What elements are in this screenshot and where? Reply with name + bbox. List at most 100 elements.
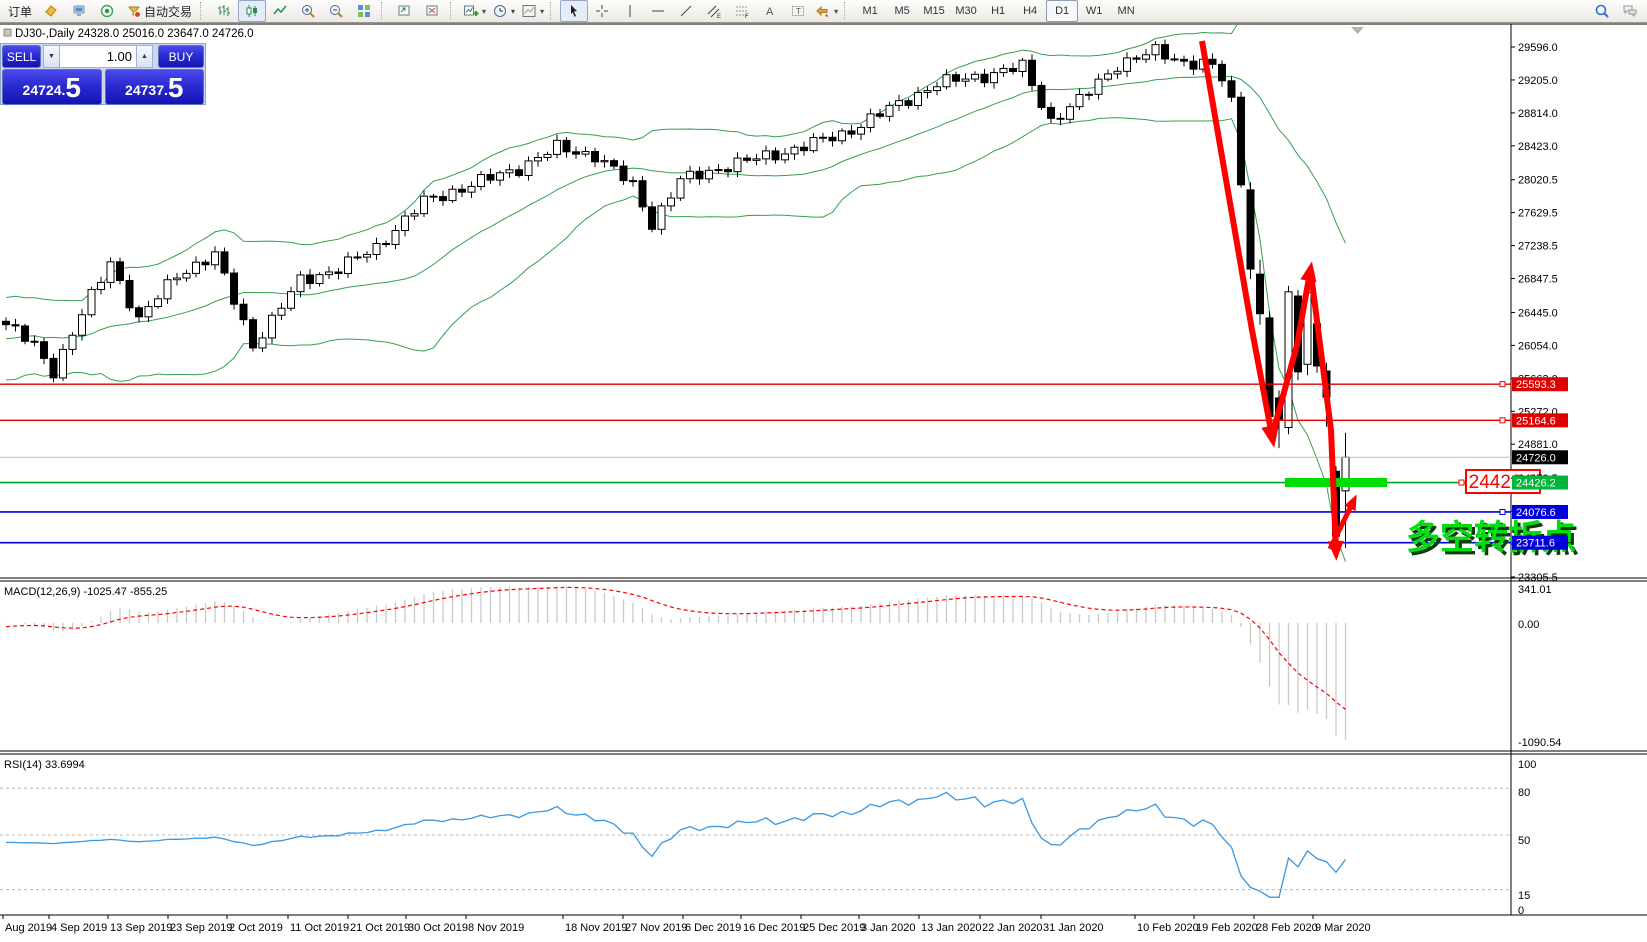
price-chip-25593.3[interactable]: 25593.3 bbox=[1512, 377, 1568, 392]
price-chip-24426.2[interactable]: 24426.2 bbox=[1512, 475, 1568, 490]
bull-candle bbox=[990, 72, 998, 84]
bull-candle bbox=[154, 298, 162, 308]
bear-candle bbox=[201, 261, 210, 266]
sell-price-main: 24724. bbox=[22, 82, 66, 98]
timeframe-h4-button[interactable]: H4 bbox=[1023, 5, 1038, 17]
timeframe-m1-button[interactable]: M1 bbox=[862, 5, 878, 17]
bar-chart-mode-button[interactable] bbox=[210, 0, 238, 22]
new-order-button[interactable]: 订单 bbox=[3, 0, 37, 22]
timeframe-m5-button[interactable]: M5 bbox=[894, 5, 910, 17]
autotrading-button[interactable]: 自动交易 bbox=[121, 0, 197, 22]
channel-tool-button[interactable]: E bbox=[700, 0, 728, 22]
timeframe-mn-button[interactable]: MN bbox=[1117, 5, 1135, 17]
chat-button[interactable] bbox=[1616, 0, 1644, 22]
toolbar-separator bbox=[550, 2, 557, 20]
timeframe-toolbar: M1 M5 M15 M30 H1 H4 D1 W1 MN bbox=[854, 0, 1142, 22]
scroll-marker-icon[interactable] bbox=[1351, 27, 1364, 34]
bull-candle bbox=[752, 158, 761, 161]
bull-candle bbox=[78, 314, 86, 336]
buy-button[interactable]: BUY bbox=[158, 45, 204, 68]
text-label-tool-button[interactable]: T bbox=[784, 0, 812, 22]
macd-histogram bbox=[5, 585, 1347, 740]
rsi-line bbox=[5, 791, 1347, 898]
search-button[interactable] bbox=[1588, 0, 1616, 22]
price-tick-label: 28814.0 bbox=[1518, 108, 1558, 120]
tile-windows-button[interactable] bbox=[350, 0, 378, 22]
svg-text:25164.6: 25164.6 bbox=[1516, 415, 1556, 427]
chevron-down-icon: ▾ bbox=[511, 6, 516, 16]
fibonacci-tool-button[interactable]: F bbox=[728, 0, 756, 22]
shapes-tool-button[interactable]: ▾ bbox=[812, 0, 841, 22]
volume-input[interactable] bbox=[60, 45, 136, 68]
svg-text:25593.3: 25593.3 bbox=[1516, 379, 1556, 391]
bull-candle bbox=[344, 256, 352, 275]
price-chip-25164.6[interactable]: 25164.6 bbox=[1512, 413, 1568, 428]
chat-bubbles-icon bbox=[1623, 5, 1637, 18]
line-handle[interactable] bbox=[1499, 417, 1506, 424]
bear-candle bbox=[515, 169, 523, 177]
bear-candle bbox=[1246, 189, 1255, 270]
fibonacci-icon: F bbox=[736, 6, 749, 19]
bear-candle bbox=[40, 341, 48, 359]
trendline-tool-button[interactable] bbox=[672, 0, 700, 22]
auto-arrange-button[interactable] bbox=[391, 0, 419, 22]
bear-candle bbox=[1256, 273, 1264, 315]
price-tick-label: 23305.5 bbox=[1518, 572, 1558, 584]
volume-decrease-button[interactable]: ▼ bbox=[43, 45, 60, 68]
bull-candle bbox=[97, 281, 105, 291]
search-icon bbox=[1595, 4, 1609, 18]
vertical-line-tool-button[interactable] bbox=[616, 0, 644, 22]
panel-labels: DJ30-,Daily 24328.0 25016.0 23647.0 2472… bbox=[3, 28, 254, 771]
candlestick-mode-button[interactable] bbox=[238, 0, 267, 22]
bear-candle bbox=[1056, 117, 1065, 120]
line-chart-mode-button[interactable] bbox=[266, 0, 294, 22]
virtual-hosting-button[interactable] bbox=[65, 0, 93, 22]
price-chip-23711.6[interactable]: 23711.6 bbox=[1512, 535, 1568, 550]
crosshair-tool-button[interactable] bbox=[588, 0, 616, 22]
timeframe-m15-button[interactable]: M15 bbox=[923, 5, 945, 17]
date-tick-label: Aug 2019 bbox=[5, 922, 52, 934]
zoom-in-button[interactable] bbox=[294, 0, 322, 22]
chart-periods-button[interactable]: ▾ bbox=[489, 0, 518, 22]
bear-candle bbox=[1237, 96, 1245, 186]
trend-arrow[interactable] bbox=[1327, 494, 1357, 551]
date-tick-label: 27 Nov 2019 bbox=[625, 922, 687, 934]
bull-candle bbox=[296, 274, 305, 293]
autotrading-icon bbox=[127, 6, 142, 18]
volume-control: ▼ ▲ bbox=[43, 45, 153, 68]
horizontal-line-tool-button[interactable] bbox=[644, 0, 672, 22]
new-chart-button[interactable]: ▾ bbox=[460, 0, 489, 22]
macd-axis-label: 0.00 bbox=[1518, 619, 1539, 631]
signals-button[interactable] bbox=[93, 0, 121, 22]
timeframe-h1-button[interactable]: H1 bbox=[991, 5, 1006, 17]
date-tick-label: 19 Feb 2020 bbox=[1196, 922, 1258, 934]
date-tick-label: 3 Jan 2020 bbox=[861, 922, 915, 934]
current-price-chip[interactable]: 24726.0 bbox=[1512, 450, 1568, 465]
zoom-out-button[interactable] bbox=[322, 0, 350, 22]
timeframe-m30-button[interactable]: M30 bbox=[955, 5, 977, 17]
line-chart-icon bbox=[273, 5, 287, 15]
timeframe-d1-button[interactable]: D1 bbox=[1046, 0, 1079, 22]
bull-candle bbox=[942, 74, 951, 88]
new-order-tag-button[interactable] bbox=[37, 0, 65, 22]
chevron-down-icon: ▾ bbox=[540, 6, 545, 16]
sell-price-button[interactable]: 24724. 5 bbox=[2, 69, 102, 105]
bull-candle bbox=[68, 334, 77, 350]
price-chip-24076.6[interactable]: 24076.6 bbox=[1512, 504, 1568, 519]
bull-candle bbox=[705, 169, 713, 180]
line-handle[interactable] bbox=[1499, 539, 1506, 546]
bear-candle bbox=[1161, 44, 1169, 60]
timeframe-w1-button[interactable]: W1 bbox=[1085, 5, 1103, 17]
arrange-windows-button[interactable] bbox=[419, 0, 447, 22]
buy-price-button[interactable]: 24737. 5 bbox=[104, 69, 204, 105]
chart-templates-button[interactable]: ▾ bbox=[518, 0, 547, 22]
volume-increase-button[interactable]: ▲ bbox=[136, 45, 153, 68]
bear-candle bbox=[562, 139, 571, 153]
rsi-axis-label: 100 bbox=[1518, 759, 1536, 771]
text-tool-button[interactable]: A bbox=[756, 0, 784, 22]
cursor-tool-button[interactable] bbox=[560, 0, 589, 22]
line-handle[interactable] bbox=[1499, 508, 1506, 515]
sell-button[interactable]: SELL bbox=[2, 45, 41, 68]
line-handle[interactable] bbox=[1499, 381, 1506, 388]
bear-candle bbox=[648, 206, 656, 230]
